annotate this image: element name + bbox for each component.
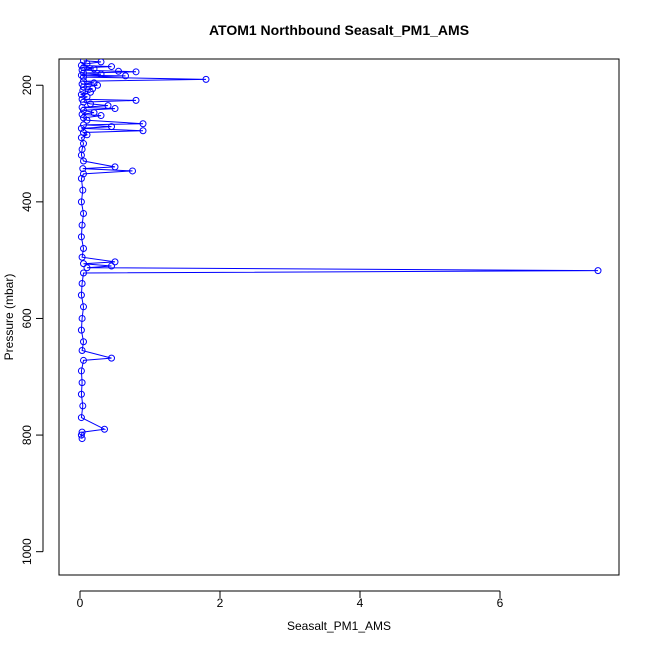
data-point	[79, 165, 87, 173]
data-point	[97, 59, 105, 66]
data-point	[80, 356, 87, 364]
plot-frame	[58, 58, 620, 576]
data-point	[80, 269, 87, 277]
data-point	[77, 431, 85, 439]
data-point	[83, 116, 91, 124]
data-point	[90, 109, 98, 117]
data-point	[80, 157, 87, 165]
data-point	[77, 233, 85, 241]
data-point	[108, 262, 115, 270]
data-point	[129, 167, 136, 175]
data-point	[78, 347, 86, 355]
y-tick-label: 200	[20, 75, 34, 95]
data-point	[77, 151, 85, 159]
y-axis: 200 400 600 800 1000	[20, 75, 44, 565]
data-point	[104, 102, 112, 110]
data-point	[80, 121, 87, 129]
data-point	[78, 435, 86, 443]
data-point	[78, 314, 86, 322]
series-layer	[77, 59, 602, 443]
data-point	[139, 120, 147, 128]
data-point	[97, 112, 105, 120]
data-point	[101, 425, 108, 433]
data-point	[77, 61, 85, 69]
data-point	[111, 105, 119, 113]
data-point	[111, 258, 119, 266]
data-point	[94, 81, 101, 89]
data-point	[77, 367, 85, 375]
data-point	[108, 354, 115, 362]
data-point	[83, 264, 91, 272]
data-point	[78, 110, 86, 118]
data-point	[111, 163, 119, 171]
data-point	[132, 68, 140, 76]
data-point	[77, 291, 85, 299]
series-line	[79, 60, 599, 439]
data-point	[115, 67, 122, 75]
data-point	[83, 131, 91, 139]
data-point	[79, 86, 87, 94]
data-point	[90, 65, 98, 73]
data-point	[78, 379, 86, 387]
data-point	[80, 83, 87, 91]
data-point	[132, 96, 140, 104]
data-point	[80, 210, 87, 218]
x-tick-label: 2	[217, 596, 224, 610]
data-point	[79, 402, 87, 410]
data-point	[80, 244, 87, 252]
data-point	[78, 253, 86, 261]
data-point	[77, 198, 85, 206]
data-point	[87, 100, 94, 108]
y-tick-label: 1000	[20, 538, 34, 565]
y-tick-label: 400	[20, 192, 34, 212]
data-point	[594, 267, 602, 275]
y-axis-label: Pressure (mbar)	[2, 274, 16, 361]
data-point	[80, 338, 87, 346]
data-point	[77, 414, 85, 422]
x-tick-label: 0	[77, 596, 84, 610]
data-point	[80, 303, 87, 311]
data-point	[77, 124, 85, 132]
data-point	[79, 186, 87, 194]
x-axis-label: Seasalt_PM1_AMS	[287, 619, 391, 633]
data-point	[77, 71, 85, 79]
data-point	[97, 70, 105, 78]
data-point	[139, 127, 147, 135]
data-point	[78, 279, 86, 287]
data-point	[80, 260, 87, 268]
x-tick-label: 4	[357, 596, 364, 610]
data-point	[80, 69, 87, 77]
series-group	[77, 59, 602, 443]
data-point	[77, 134, 85, 142]
data-point	[122, 72, 129, 80]
data-point	[77, 326, 85, 334]
data-point	[108, 123, 115, 131]
data-point	[80, 73, 87, 81]
data-point	[87, 88, 94, 96]
x-axis: 0 2 4 6	[77, 590, 504, 610]
y-tick-label: 800	[20, 425, 34, 445]
data-point	[89, 85, 97, 93]
data-point	[108, 63, 115, 71]
data-point	[77, 175, 85, 183]
y-tick-label: 600	[20, 308, 34, 328]
chart-title: ATOM1 Northbound Seasalt_PM1_AMS	[209, 22, 469, 38]
x-tick-label: 6	[497, 596, 504, 610]
data-point	[80, 114, 87, 122]
data-point	[78, 221, 86, 229]
data-point	[77, 390, 85, 398]
data-point	[202, 75, 210, 83]
data-point	[80, 106, 87, 114]
